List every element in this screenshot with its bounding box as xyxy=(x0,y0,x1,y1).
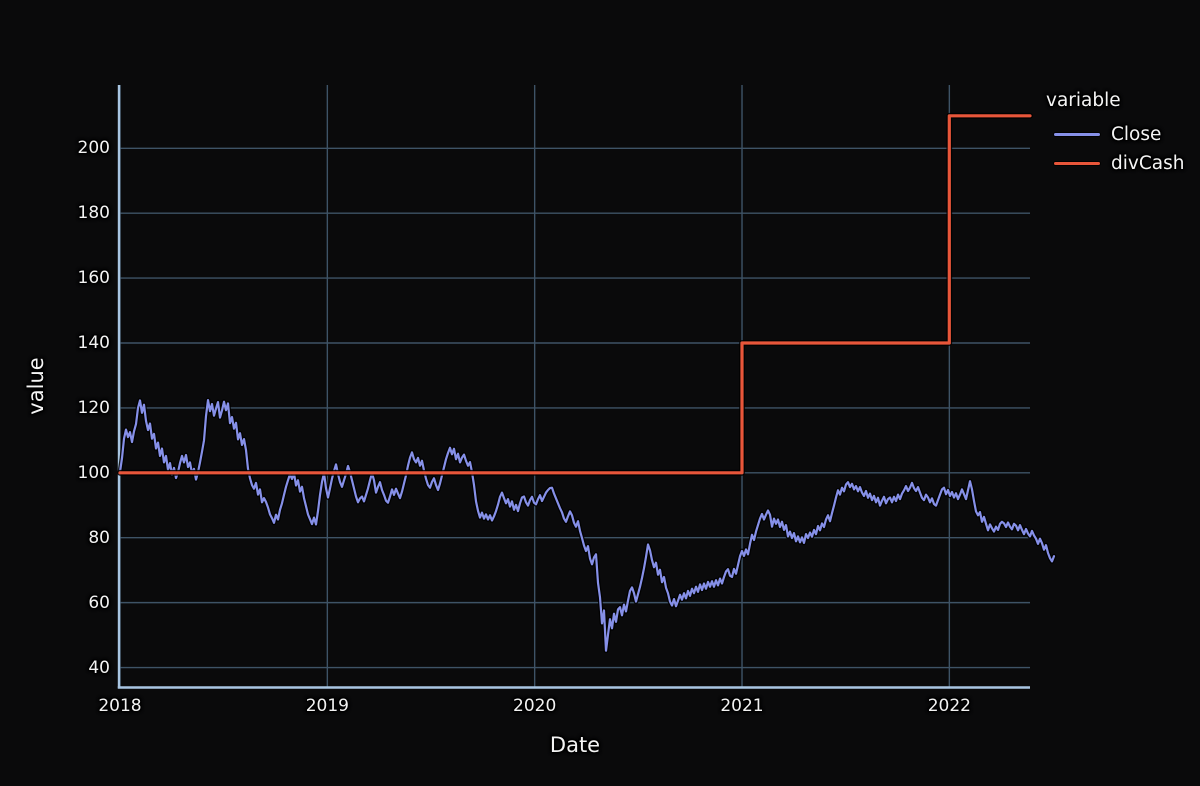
y-axis-title: value xyxy=(24,357,48,415)
x-tick-label: 2020 xyxy=(513,696,557,716)
y-tick-label: 160 xyxy=(77,268,110,289)
x-tick-label: 2018 xyxy=(98,696,142,716)
x-tick-label: 2022 xyxy=(927,696,971,716)
axis-spines xyxy=(117,85,1030,689)
legend: variable Close divCash xyxy=(1046,90,1184,178)
legend-label-close: Close xyxy=(1111,124,1162,145)
divcash-line-swatch-icon xyxy=(1054,161,1100,166)
legend-item-divcash: divCash xyxy=(1046,149,1184,178)
legend-title: variable xyxy=(1046,90,1121,111)
legend-label-divcash: divCash xyxy=(1111,153,1185,174)
y-tick-label: 200 xyxy=(77,138,110,159)
x-tick-label: 2021 xyxy=(720,696,764,716)
divcash-line-series xyxy=(118,114,1032,475)
divcash-line-outline xyxy=(117,112,1033,476)
y-tick-label: 80 xyxy=(88,527,110,548)
y-tick-label: 40 xyxy=(88,657,110,678)
x-axis-title: Date xyxy=(549,733,601,757)
series-layer xyxy=(117,112,1057,654)
y-tick-label: 140 xyxy=(77,333,110,353)
grid-layer xyxy=(119,85,1030,687)
close-line-series xyxy=(118,399,1056,652)
y-tick-label: 180 xyxy=(77,203,110,224)
x-tick-label: 2019 xyxy=(305,696,349,716)
close-line-swatch-icon xyxy=(1054,132,1100,137)
y-tick-label: 60 xyxy=(88,592,110,613)
y-tick-label: 100 xyxy=(77,462,110,483)
close-line-outline xyxy=(117,397,1057,654)
y-tick-label: 120 xyxy=(77,397,110,418)
legend-item-close: Close xyxy=(1046,120,1184,149)
